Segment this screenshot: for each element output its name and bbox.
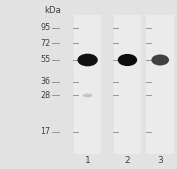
Text: 72: 72 [40,39,50,48]
Text: 95: 95 [40,23,50,32]
Text: 17: 17 [40,127,50,136]
Text: 28: 28 [40,91,50,100]
Ellipse shape [151,54,169,66]
Ellipse shape [118,54,137,66]
Text: 1: 1 [85,156,90,165]
FancyBboxPatch shape [74,15,101,154]
FancyBboxPatch shape [147,15,174,154]
Text: 36: 36 [41,77,50,87]
FancyBboxPatch shape [114,15,141,154]
Text: kDa: kDa [45,6,62,15]
Text: 55: 55 [40,55,50,65]
Ellipse shape [83,94,92,97]
Ellipse shape [78,54,98,66]
Text: 3: 3 [157,156,163,165]
Text: 2: 2 [125,156,130,165]
